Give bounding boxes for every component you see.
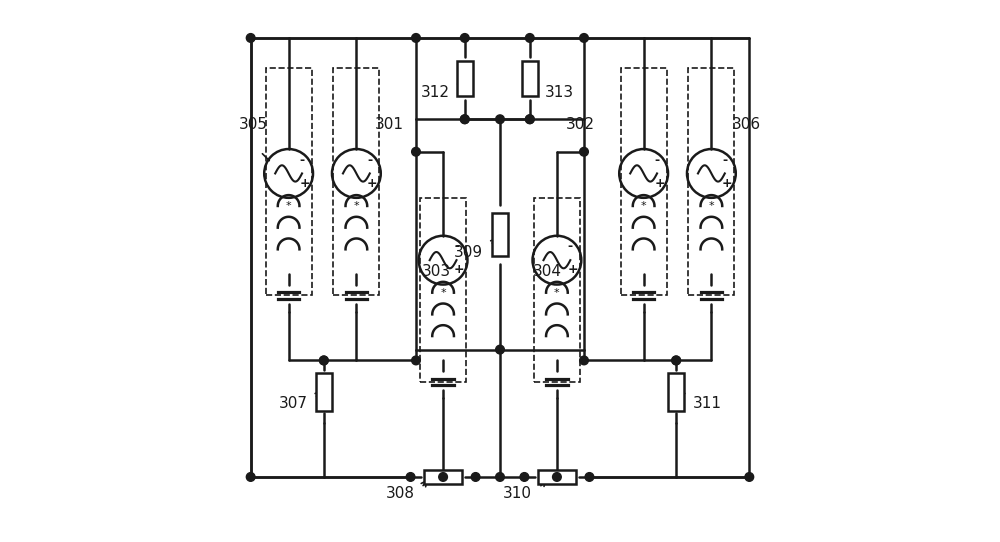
Text: *: * xyxy=(709,201,714,211)
Text: 307: 307 xyxy=(279,396,308,411)
Text: 310: 310 xyxy=(502,486,531,501)
Text: 309: 309 xyxy=(454,244,483,260)
Circle shape xyxy=(460,115,469,124)
Circle shape xyxy=(246,34,255,42)
Text: -: - xyxy=(299,153,305,166)
Circle shape xyxy=(406,473,415,481)
Text: +: + xyxy=(567,263,578,276)
Text: *: * xyxy=(286,201,291,211)
Circle shape xyxy=(672,356,680,365)
Circle shape xyxy=(580,147,588,156)
Circle shape xyxy=(246,473,255,481)
FancyBboxPatch shape xyxy=(316,373,332,411)
Text: -: - xyxy=(367,153,372,166)
Circle shape xyxy=(553,473,561,481)
Text: +: + xyxy=(299,177,310,190)
Circle shape xyxy=(412,356,420,365)
Text: 313: 313 xyxy=(545,85,574,100)
Circle shape xyxy=(412,34,420,42)
FancyBboxPatch shape xyxy=(492,213,508,256)
Text: 304: 304 xyxy=(533,263,562,279)
Text: *: * xyxy=(440,288,446,298)
FancyBboxPatch shape xyxy=(522,61,538,96)
Text: 303: 303 xyxy=(421,263,451,279)
Circle shape xyxy=(525,34,534,42)
Circle shape xyxy=(460,34,469,42)
Text: +: + xyxy=(654,177,665,190)
Circle shape xyxy=(525,115,534,124)
Text: +: + xyxy=(454,263,464,276)
Circle shape xyxy=(320,356,328,365)
Circle shape xyxy=(496,115,504,124)
Text: *: * xyxy=(354,201,359,211)
Circle shape xyxy=(580,34,588,42)
Circle shape xyxy=(320,356,328,365)
Circle shape xyxy=(412,147,420,156)
FancyBboxPatch shape xyxy=(457,61,473,96)
Circle shape xyxy=(585,473,594,481)
Text: 308: 308 xyxy=(386,486,415,501)
Circle shape xyxy=(460,115,469,124)
Text: 306: 306 xyxy=(732,117,761,132)
Text: 311: 311 xyxy=(692,396,721,411)
Circle shape xyxy=(525,115,534,124)
Circle shape xyxy=(580,356,588,365)
Text: +: + xyxy=(367,177,378,190)
Text: -: - xyxy=(722,153,727,166)
Text: 305: 305 xyxy=(239,117,268,132)
Circle shape xyxy=(672,356,680,365)
Text: 301: 301 xyxy=(374,117,403,132)
FancyBboxPatch shape xyxy=(424,470,462,483)
Text: -: - xyxy=(568,240,573,253)
Text: *: * xyxy=(554,288,560,298)
Text: *: * xyxy=(641,201,646,211)
Circle shape xyxy=(745,473,754,481)
Text: -: - xyxy=(454,240,459,253)
Circle shape xyxy=(520,473,529,481)
Text: 302: 302 xyxy=(566,117,595,132)
Circle shape xyxy=(496,345,504,354)
Text: +: + xyxy=(722,177,733,190)
FancyBboxPatch shape xyxy=(668,373,684,411)
Text: 312: 312 xyxy=(421,85,450,100)
Circle shape xyxy=(471,473,480,481)
FancyBboxPatch shape xyxy=(538,470,576,483)
Circle shape xyxy=(496,473,504,481)
Text: -: - xyxy=(654,153,660,166)
Circle shape xyxy=(439,473,447,481)
